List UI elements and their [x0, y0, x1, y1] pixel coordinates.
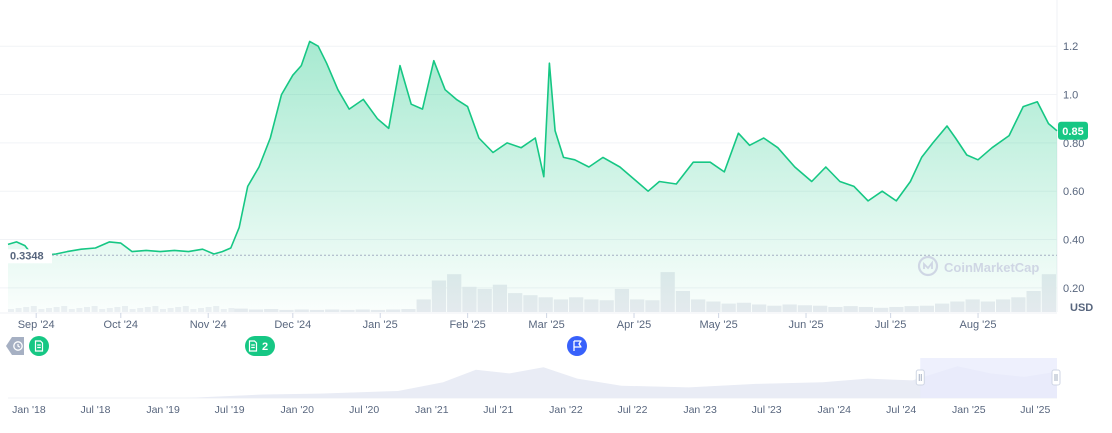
document-count: 2 — [262, 341, 268, 353]
navigator-tick-label: Jan '23 — [683, 404, 717, 416]
document-marker[interactable] — [29, 336, 49, 356]
x-tick-label: Apr '25 — [617, 319, 652, 331]
x-tick-label: Jul '25 — [875, 319, 906, 331]
navigator-tick-label: Jan '19 — [146, 404, 180, 416]
x-tick-label: Mar '25 — [528, 319, 564, 331]
navigator-area — [8, 366, 1057, 398]
currency-label: USD — [1070, 302, 1093, 314]
navigator-tick-label: Jan '22 — [549, 404, 583, 416]
navigator-tick-label: Jan '24 — [817, 404, 851, 416]
y-tick-label: 0.20 — [1063, 283, 1084, 295]
coinmarketcap-logo-icon — [917, 255, 939, 277]
y-tick-label: 1.0 — [1063, 90, 1078, 102]
navigator-tick-label: Jul '25 — [1020, 404, 1050, 416]
x-tick-label: Sep '24 — [18, 319, 55, 331]
navigator-handle[interactable] — [915, 369, 925, 386]
y-tick-label: 0.80 — [1063, 138, 1084, 150]
navigator-selection-window[interactable] — [920, 358, 1057, 398]
x-tick-label: Nov '24 — [190, 319, 227, 331]
x-tick-label: Feb '25 — [449, 319, 485, 331]
navigator-tick-label: Jul '24 — [886, 404, 916, 416]
history-icon — [13, 341, 23, 351]
document-icon — [34, 340, 44, 352]
y-axis: 1.2 1.0 0.80 0.60 0.40 0.20 — [1063, 41, 1084, 295]
navigator-tick-label: Jul '22 — [617, 404, 647, 416]
watermark-text: CoinMarketCap — [944, 260, 1039, 275]
navigator-tick-label: Jul '20 — [349, 404, 379, 416]
baseline-value-label: 0.3348 — [10, 250, 44, 262]
document-count-marker[interactable]: 2 — [245, 336, 275, 356]
x-tick-label: Oct '24 — [104, 319, 139, 331]
x-tick-label: Jun '25 — [788, 319, 823, 331]
baseline-label: 0.3348 — [6, 249, 52, 264]
flag-marker[interactable] — [567, 336, 587, 356]
navigator-tick-label: Jan '20 — [280, 404, 314, 416]
current-price-badge: 0.85 — [1058, 121, 1088, 140]
history-marker[interactable] — [6, 337, 24, 355]
navigator-tick-label: Jan '21 — [415, 404, 449, 416]
time-range-navigator[interactable] — [8, 358, 1061, 399]
navigator-tick-label: Jul '21 — [483, 404, 513, 416]
document-icon — [248, 340, 258, 352]
navigator-x-axis: Jan '18 Jul '18 Jan '19 Jul '19 Jan '20 Jul '… — [12, 404, 1050, 416]
navigator-tick-label: Jan '18 — [12, 404, 46, 416]
y-tick-label: 0.60 — [1063, 186, 1084, 198]
x-axis: Sep '24 Oct '24 Nov '24 Dec '24 Jan '25 Feb '… — [18, 313, 997, 331]
navigator-tick-label: Jan '25 — [952, 404, 986, 416]
navigator-tick-label: Jul '18 — [80, 404, 110, 416]
price-line[interactable] — [7, 40, 1058, 256]
x-tick-label: Dec '24 — [274, 319, 311, 331]
price-area — [8, 41, 1057, 313]
y-tick-label: 1.2 — [1063, 41, 1078, 53]
navigator-tick-label: Jul '23 — [752, 404, 782, 416]
flag-icon — [573, 340, 582, 351]
navigator-tick-label: Jul '19 — [215, 404, 245, 416]
x-tick-label: Jan '25 — [363, 319, 398, 331]
navigator-handle[interactable] — [1051, 369, 1061, 386]
x-tick-label: Aug '25 — [960, 319, 997, 331]
current-price-value: 0.85 — [1062, 126, 1083, 138]
y-tick-label: 0.40 — [1063, 235, 1084, 247]
x-tick-label: May '25 — [700, 319, 738, 331]
